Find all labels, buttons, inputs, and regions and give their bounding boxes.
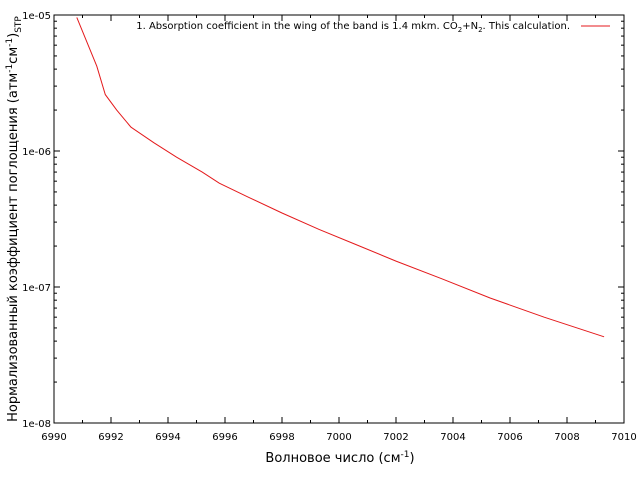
plot-frame — [53, 14, 625, 424]
x-tick-label: 7008 — [554, 432, 579, 443]
y-axis: 1e-08 1e-07 1e-06 1e-05 — [22, 11, 624, 430]
y-tick-label: 1e-07 — [22, 283, 51, 294]
y-tick-label: 1e-08 — [22, 419, 51, 430]
x-tick-label: 7006 — [497, 432, 522, 443]
series-layer — [76, 17, 605, 338]
legend-label: 1. Absorption coefficient in the wing of… — [136, 21, 570, 34]
y-axis-label: Нормализованный коэффициент поглощения (… — [5, 16, 24, 422]
x-tick-label: 6992 — [98, 432, 123, 443]
x-tick-label: 6990 — [41, 432, 66, 443]
plot-area — [53, 14, 625, 424]
x-axis-label: Волновое число (см-1) — [265, 450, 414, 466]
x-tick-label: 6994 — [155, 432, 180, 443]
x-axis: 6990 6992 6994 6996 6998 7000 7002 7004 7006 7008… — [41, 15, 637, 443]
x-tick-label: 7004 — [440, 432, 465, 443]
x-tick-label: 7000 — [326, 432, 351, 443]
x-tick-label: 6996 — [212, 432, 237, 443]
legend: 1. Absorption coefficient in the wing of… — [136, 21, 610, 34]
y-tick-label: 1e-05 — [22, 11, 51, 22]
series-line — [76, 17, 605, 338]
y-tick-label: 1e-06 — [22, 147, 51, 158]
x-tick-label: 6998 — [269, 432, 294, 443]
x-tick-label: 7002 — [383, 432, 408, 443]
x-tick-label: 7010 — [611, 432, 636, 443]
